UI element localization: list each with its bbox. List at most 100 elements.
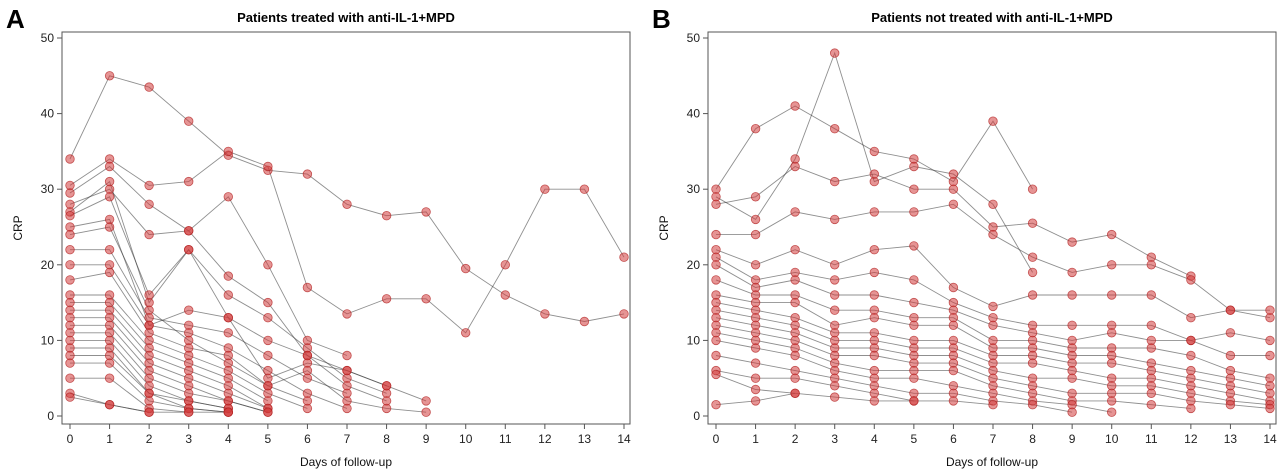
series-line bbox=[70, 264, 348, 409]
data-point bbox=[223, 350, 234, 361]
data-point bbox=[302, 169, 313, 179]
data-point bbox=[381, 210, 392, 221]
data-point bbox=[988, 116, 998, 126]
data-point bbox=[1186, 313, 1196, 323]
data-point bbox=[1067, 237, 1077, 247]
panel-B: B Patients not treated with anti-IL-1+MPD… bbox=[652, 4, 1277, 469]
data-point bbox=[790, 161, 800, 172]
data-point bbox=[104, 400, 115, 410]
x-tick-label: 7 bbox=[344, 432, 351, 446]
x-tick-label: 14 bbox=[617, 432, 631, 446]
series-line bbox=[70, 302, 269, 402]
data-point bbox=[1225, 400, 1236, 410]
data-point bbox=[183, 305, 194, 315]
data-point bbox=[1067, 290, 1077, 300]
x-tick-label: 11 bbox=[499, 432, 512, 446]
data-point bbox=[988, 320, 998, 331]
data-point bbox=[579, 184, 590, 194]
data-point bbox=[144, 82, 154, 92]
data-point bbox=[263, 335, 273, 346]
y-tick-label: 0 bbox=[693, 409, 700, 423]
data-point bbox=[65, 210, 75, 221]
y-tick-label: 20 bbox=[687, 258, 701, 272]
data-point bbox=[909, 275, 919, 285]
y-tick-label: 30 bbox=[41, 182, 55, 196]
data-point bbox=[909, 297, 919, 308]
data-point bbox=[1106, 328, 1117, 338]
x-tick-label: 13 bbox=[578, 432, 592, 446]
data-point bbox=[144, 229, 154, 240]
data-point bbox=[1146, 388, 1157, 399]
y-tick-label: 50 bbox=[687, 31, 701, 45]
data-point bbox=[183, 176, 194, 187]
data-point bbox=[830, 48, 840, 58]
y-tick-label: 0 bbox=[47, 409, 54, 423]
data-point bbox=[909, 207, 919, 217]
x-axis-label: Days of follow-up bbox=[946, 455, 1038, 469]
data-point bbox=[1106, 229, 1117, 240]
x-tick-label: 3 bbox=[831, 432, 838, 446]
data-point bbox=[144, 199, 154, 210]
data-point bbox=[104, 373, 115, 383]
data-point bbox=[1106, 260, 1117, 270]
data-point bbox=[711, 229, 721, 240]
data-point bbox=[104, 161, 115, 172]
data-point bbox=[869, 146, 880, 157]
data-point bbox=[461, 263, 471, 274]
data-point bbox=[65, 358, 75, 368]
series-line bbox=[69, 226, 427, 413]
data-point bbox=[1146, 290, 1157, 300]
data-point bbox=[263, 313, 273, 323]
data-point bbox=[65, 260, 75, 270]
data-point bbox=[869, 207, 880, 217]
data-point bbox=[1225, 328, 1236, 338]
y-tick-label: 50 bbox=[41, 31, 55, 45]
data-point bbox=[909, 161, 919, 172]
data-point bbox=[1186, 275, 1196, 285]
data-point bbox=[869, 396, 880, 406]
data-point bbox=[711, 199, 721, 210]
data-point bbox=[948, 396, 959, 406]
x-tick-label: 4 bbox=[871, 432, 878, 446]
data-point bbox=[263, 260, 273, 270]
panel-letter: A bbox=[6, 4, 25, 34]
panel-title: Patients treated with anti-IL-1+MPD bbox=[237, 10, 455, 25]
data-point bbox=[1146, 260, 1157, 270]
data-point bbox=[223, 290, 234, 300]
x-tick-label: 6 bbox=[950, 432, 957, 446]
x-tick-label: 2 bbox=[792, 432, 799, 446]
data-point bbox=[1146, 343, 1157, 353]
data-point bbox=[790, 207, 800, 217]
data-point bbox=[1106, 358, 1117, 368]
data-point bbox=[540, 309, 550, 319]
data-point bbox=[263, 297, 273, 308]
data-point bbox=[104, 267, 115, 278]
series-line bbox=[715, 370, 994, 406]
data-point bbox=[790, 275, 800, 285]
data-point bbox=[988, 199, 998, 210]
data-point bbox=[750, 396, 761, 406]
data-point bbox=[65, 154, 75, 164]
data-point bbox=[750, 260, 761, 270]
data-point bbox=[830, 214, 840, 225]
data-point bbox=[183, 116, 194, 126]
data-point bbox=[263, 365, 273, 376]
y-tick-label: 20 bbox=[41, 258, 55, 272]
data-point bbox=[909, 241, 919, 251]
data-point bbox=[711, 335, 721, 346]
data-point bbox=[381, 294, 392, 304]
data-point bbox=[830, 305, 840, 315]
data-point bbox=[461, 328, 471, 338]
data-point bbox=[909, 373, 919, 383]
data-point bbox=[223, 146, 234, 157]
data-point bbox=[1027, 218, 1038, 228]
plot-frame bbox=[61, 31, 631, 425]
data-point bbox=[183, 244, 194, 255]
data-point bbox=[750, 192, 761, 202]
data-point bbox=[830, 381, 840, 391]
data-point bbox=[711, 260, 721, 270]
x-tick-label: 12 bbox=[538, 432, 552, 446]
data-point bbox=[144, 407, 154, 417]
data-point bbox=[948, 282, 959, 293]
data-point bbox=[65, 188, 75, 198]
